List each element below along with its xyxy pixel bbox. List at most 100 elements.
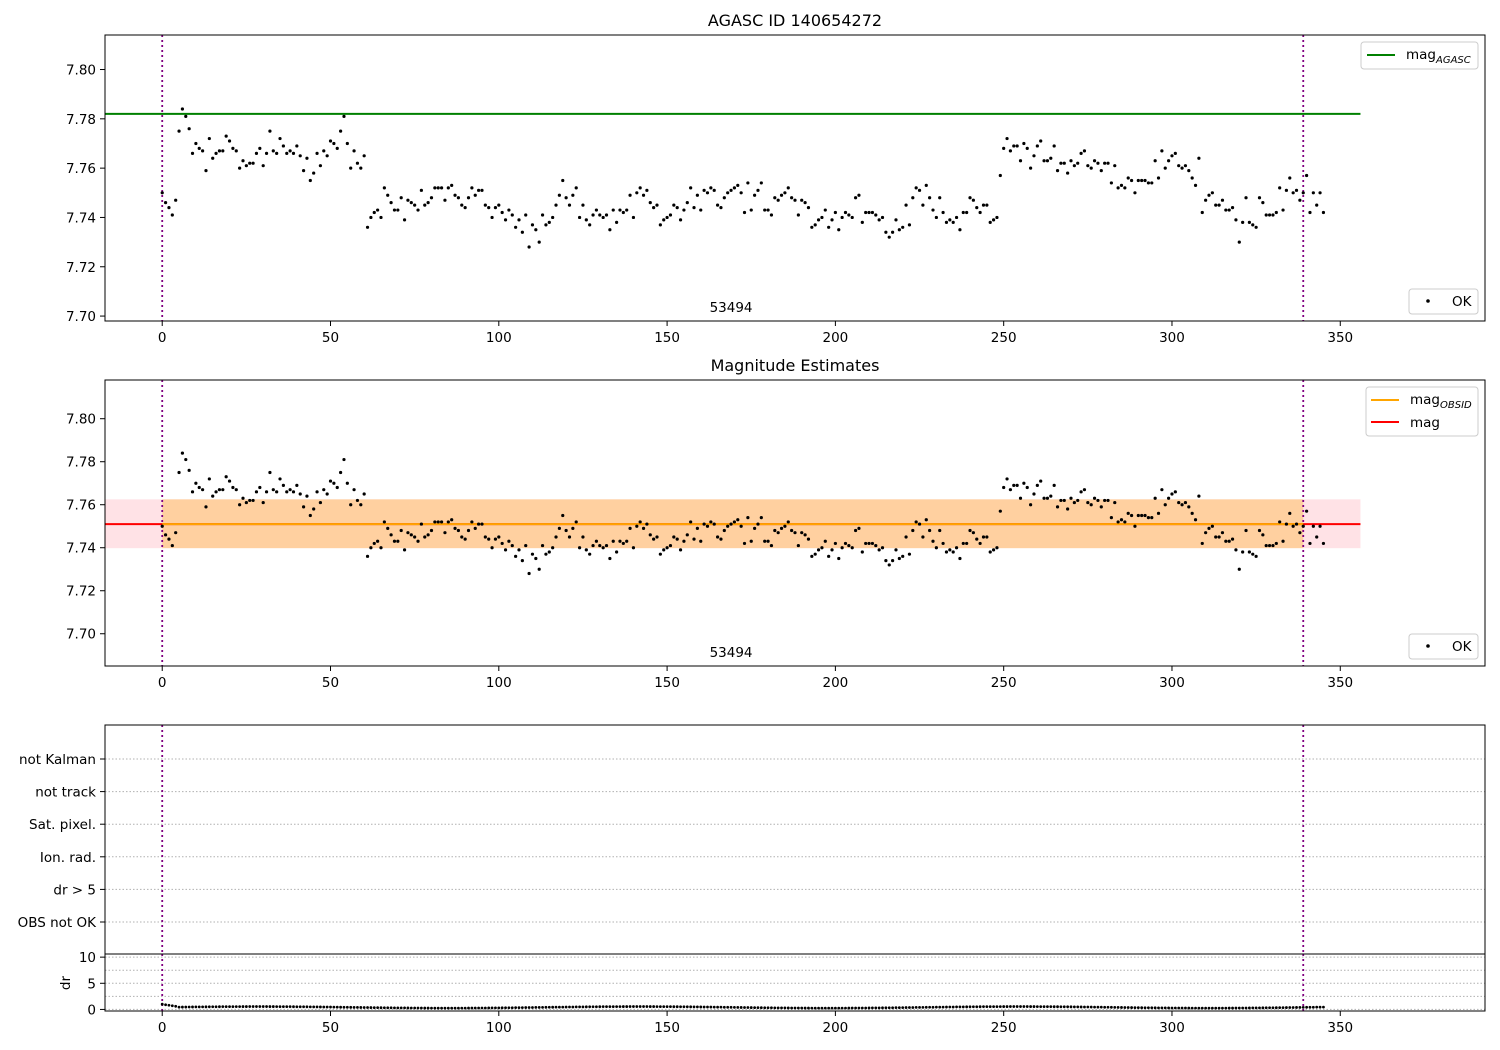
data-point [355, 161, 360, 165]
dr-point [1291, 1006, 1295, 1009]
y-tick-label: 7.78 [66, 455, 96, 471]
dr-point [1234, 1006, 1238, 1010]
dr-point [409, 1006, 413, 1010]
data-point [685, 533, 689, 537]
dr-point [985, 1005, 989, 1009]
data-point [941, 541, 945, 546]
data-point [285, 151, 289, 155]
dr-point [759, 1006, 763, 1010]
dr-point [1258, 1006, 1261, 1010]
data-point [524, 213, 528, 217]
data-point [645, 522, 649, 526]
dr-point [608, 1005, 612, 1009]
data-point [322, 149, 326, 153]
dr-point [709, 1005, 713, 1009]
data-point [1311, 191, 1315, 195]
data-point [547, 220, 551, 224]
dr-point [1015, 1005, 1019, 1008]
data-point [847, 543, 851, 548]
data-point [1035, 144, 1039, 148]
data-point [399, 196, 403, 200]
data-point [201, 149, 205, 153]
data-point [638, 186, 642, 190]
data-point [1193, 183, 1198, 187]
data-point [796, 543, 800, 548]
data-point [870, 210, 875, 215]
dr-point [396, 1006, 400, 1010]
data-point [493, 205, 498, 210]
dr-point [722, 1005, 726, 1009]
data-point [1244, 528, 1248, 533]
data-point [1244, 196, 1248, 200]
data-point [1284, 522, 1289, 526]
data-point [517, 548, 521, 552]
data-point [601, 215, 605, 220]
data-point [1143, 513, 1147, 518]
data-point [1264, 543, 1268, 548]
data-point [1200, 541, 1204, 546]
data-point [1298, 531, 1302, 535]
data-point [1140, 178, 1144, 183]
data-point [1291, 191, 1295, 195]
dr-point [241, 1005, 245, 1008]
dr-point [1268, 1006, 1271, 1010]
data-point [1308, 541, 1312, 546]
dr-point [457, 1006, 460, 1010]
dr-point [339, 1005, 343, 1009]
data-point [685, 201, 689, 205]
data-point [1099, 505, 1103, 509]
data-point [853, 196, 858, 200]
data-point [1288, 511, 1292, 515]
data-point [604, 543, 609, 548]
dr-point [524, 1006, 528, 1009]
data-point [379, 546, 383, 550]
data-point [227, 479, 232, 483]
data-point [490, 546, 494, 550]
data-point [652, 205, 656, 210]
data-point [382, 186, 386, 190]
data-point [938, 528, 942, 533]
data-point [759, 516, 763, 520]
data-point [278, 477, 282, 481]
data-point [301, 169, 306, 173]
data-point [813, 552, 817, 556]
data-point [520, 230, 524, 234]
dr-point [1109, 1005, 1113, 1009]
data-point [1237, 240, 1241, 244]
data-point [618, 539, 622, 543]
data-point [477, 522, 481, 526]
data-point [362, 492, 366, 496]
data-point [163, 533, 168, 537]
dr-point [1285, 1006, 1288, 1009]
dr-point [386, 1006, 390, 1010]
data-point [766, 539, 770, 543]
data-point [1251, 223, 1255, 227]
data-point [251, 498, 255, 503]
data-point [615, 550, 619, 554]
data-point [1123, 520, 1127, 524]
dr-point [1093, 1005, 1096, 1009]
x-tick-label: 0 [158, 330, 167, 346]
data-point [1002, 485, 1006, 490]
dr-point [181, 1005, 184, 1009]
flag-label: OBS not OK [18, 915, 98, 931]
data-point [641, 526, 646, 530]
data-point [628, 526, 632, 530]
data-point [197, 146, 201, 151]
data-point [530, 552, 535, 556]
dr-point [352, 1005, 356, 1009]
data-point [944, 220, 949, 224]
data-point [1015, 144, 1019, 148]
data-point [985, 203, 989, 207]
dr-point [897, 1006, 901, 1010]
data-point [998, 173, 1002, 178]
dr-point [864, 1006, 868, 1010]
dr-point [702, 1005, 706, 1009]
data-point [1022, 481, 1026, 485]
data-point [281, 483, 285, 487]
data-point [288, 488, 292, 492]
data-point [335, 485, 339, 490]
data-point [359, 166, 363, 170]
dr-point [854, 1006, 857, 1010]
y-tick-label: 7.76 [66, 498, 96, 514]
